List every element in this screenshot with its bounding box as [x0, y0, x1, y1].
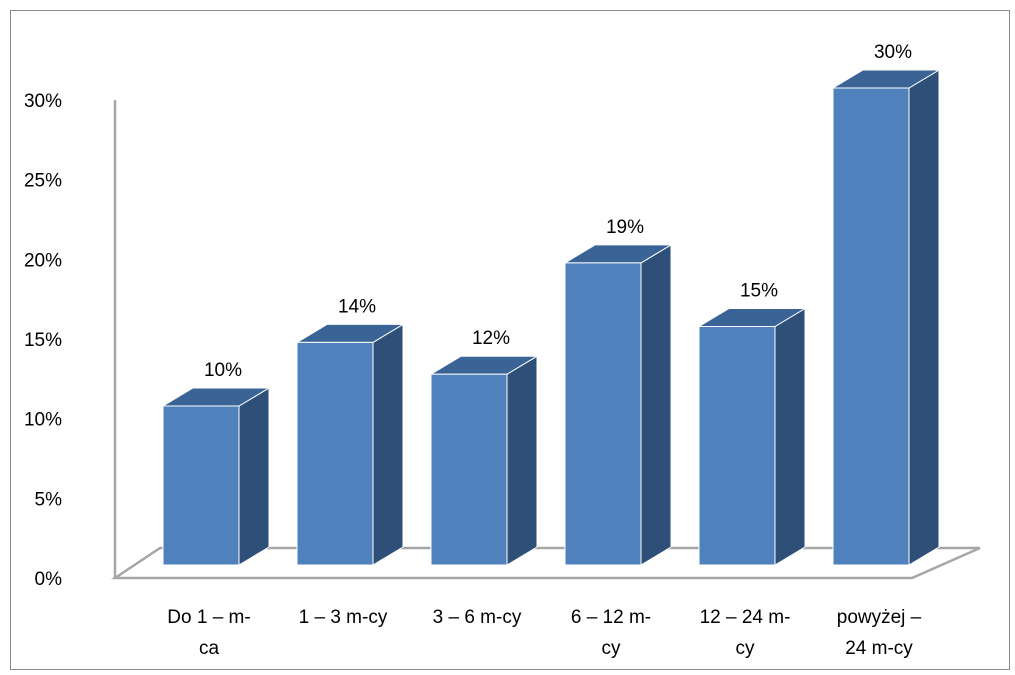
data-label: 30% — [874, 42, 912, 63]
x-tick-label: powyżej –24 m-cy — [837, 607, 922, 659]
bar — [429, 355, 539, 566]
data-label: 12% — [472, 328, 510, 349]
value-labels: 10% 14% 12% 19% 15% 30% — [204, 42, 912, 381]
y-axis: 0% 5% 10% 15% 20% 25% 30% — [24, 91, 117, 590]
bar-front — [296, 341, 374, 566]
bar-side — [774, 307, 806, 566]
data-label: 15% — [740, 281, 778, 302]
bar — [161, 387, 271, 566]
bars — [161, 69, 941, 566]
bar — [295, 323, 405, 566]
bar-side — [506, 355, 538, 566]
data-label: 10% — [204, 360, 242, 381]
y-tick-label: 25% — [24, 171, 62, 192]
x-tick-label: 12 – 24 m-cy — [700, 607, 791, 659]
x-tick-label: Do 1 – m-ca — [167, 607, 250, 659]
data-label: 19% — [606, 217, 644, 238]
y-tick-label: 5% — [35, 489, 63, 510]
bar-front — [162, 405, 240, 566]
y-tick-label: 20% — [24, 250, 62, 271]
x-tick-label: 1 – 3 m-cy — [299, 607, 388, 628]
x-axis-labels: Do 1 – m-ca 1 – 3 m-cy 3 – 6 m-cy 6 – 12 m-… — [167, 607, 921, 659]
bar-front — [698, 326, 776, 566]
y-tick-label: 10% — [24, 410, 62, 431]
bar — [697, 307, 807, 566]
bar-front — [564, 262, 642, 566]
x-tick-label: 6 – 12 m-cy — [571, 607, 651, 659]
bar-side — [908, 69, 940, 566]
x-tick-label: 3 – 6 m-cy — [433, 607, 522, 628]
y-tick-label: 30% — [24, 91, 62, 112]
bar-side — [372, 323, 404, 566]
bar-side — [640, 244, 672, 566]
bar-front — [832, 87, 910, 566]
bar — [831, 69, 941, 566]
y-tick-label: 0% — [35, 569, 63, 590]
data-label: 14% — [338, 296, 376, 317]
bar-front — [430, 373, 508, 566]
bar-side — [238, 387, 270, 566]
y-tick-label: 15% — [24, 330, 62, 351]
bar — [563, 244, 673, 566]
